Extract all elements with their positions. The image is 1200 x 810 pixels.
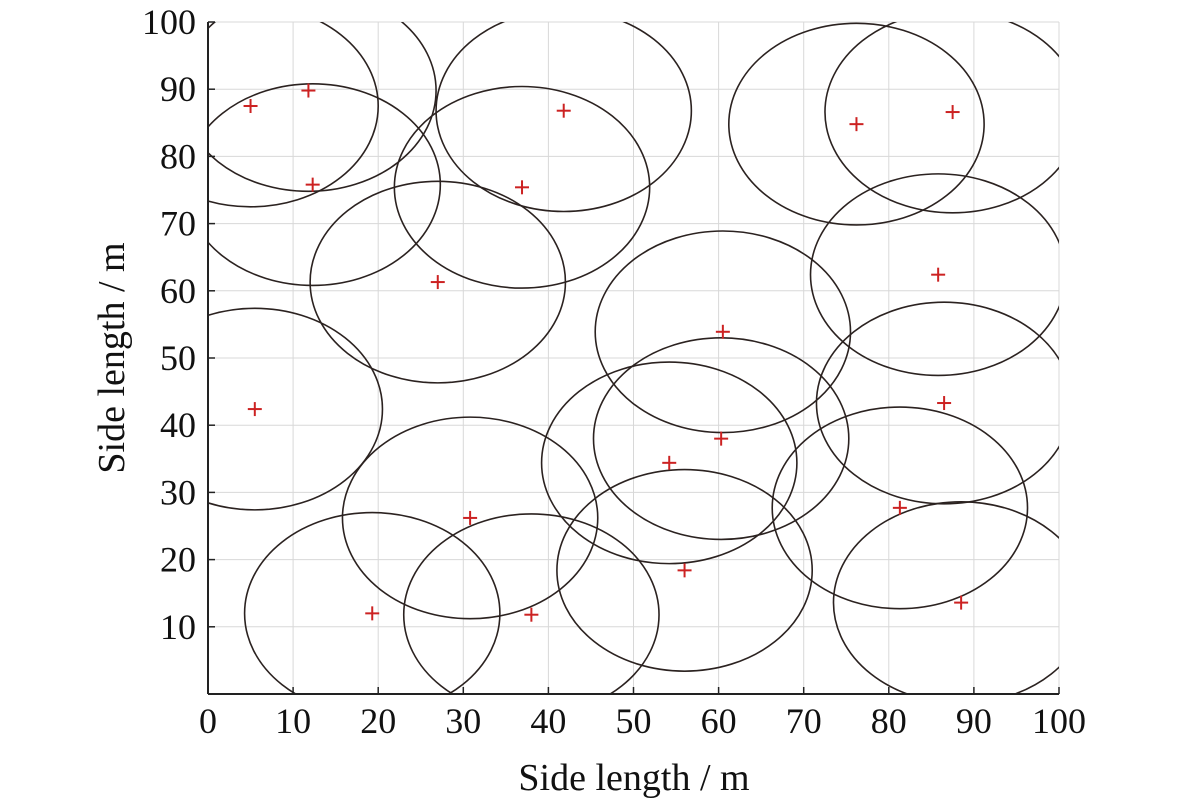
- node-marker-18: [524, 607, 539, 622]
- node-marker-0: [243, 99, 258, 113]
- y-tick-label-0: 10: [160, 607, 196, 647]
- node-marker-6: [945, 105, 960, 120]
- tick-labels: 0 10 20 30 40 50 60 70 80 90 100 10 20 30 40 50 60 70 80 90…: [142, 2, 1086, 741]
- node-marker-14: [463, 510, 478, 525]
- node-marker-11: [937, 396, 952, 411]
- x-tick-label-10: 100: [1032, 701, 1086, 741]
- coverage-circle-17: [243, 511, 501, 694]
- coverage-circle-13: [540, 361, 798, 565]
- node-marker-9: [715, 324, 730, 339]
- y-tick-label-6: 70: [160, 204, 196, 244]
- coverage-circle-16: [556, 468, 814, 672]
- node-marker-16: [677, 563, 692, 578]
- x-tick-label-3: 30: [445, 701, 481, 741]
- node-marker-7: [430, 275, 445, 290]
- x-tick-label-8: 80: [871, 701, 907, 741]
- coverage-circle-14: [341, 416, 599, 620]
- coverage-circle-1: [208, 22, 437, 193]
- node-marker-10: [247, 402, 262, 417]
- node-marker-3: [556, 103, 571, 118]
- axes: [207, 21, 1060, 695]
- coverage-circle-9: [594, 230, 852, 434]
- coverage-circle-2: [208, 83, 442, 287]
- x-axis-title: Side length / m: [518, 757, 749, 799]
- y-tick-label-2: 30: [160, 472, 196, 512]
- x-tick-label-7: 70: [786, 701, 822, 741]
- x-tick-label-1: 10: [275, 701, 311, 741]
- coverage-circle-12: [592, 337, 850, 541]
- grid: [208, 21, 1060, 694]
- coverage-circle-3: [435, 22, 693, 213]
- x-tick-label-0: 0: [199, 701, 217, 741]
- node-marker-17: [365, 606, 380, 621]
- coverage-circles: [208, 22, 1059, 694]
- node-markers: [243, 83, 969, 622]
- coverage-circle-0: [208, 22, 379, 208]
- y-tick-label-9: 100: [142, 2, 196, 42]
- coverage-circle-19: [832, 501, 1059, 694]
- y-tick-label-3: 40: [160, 405, 196, 445]
- coverage-circle-11: [815, 301, 1059, 505]
- x-tick-label-5: 50: [616, 701, 652, 741]
- coverage-circle-5: [728, 22, 985, 226]
- node-marker-12: [714, 431, 729, 446]
- coverage-circle-15: [771, 406, 1029, 610]
- y-tick-label-4: 50: [160, 338, 196, 378]
- x-tick-label-4: 40: [530, 701, 566, 741]
- node-marker-15: [892, 500, 907, 515]
- coverage-circle-8: [809, 173, 1059, 377]
- node-marker-2: [305, 177, 320, 192]
- x-tick-label-2: 20: [360, 701, 396, 741]
- y-tick-label-1: 20: [160, 540, 196, 580]
- x-tick-label-9: 90: [956, 701, 992, 741]
- node-marker-5: [849, 117, 864, 132]
- coverage-circle-18: [402, 513, 660, 694]
- node-marker-1: [301, 83, 316, 98]
- node-marker-13: [662, 455, 677, 470]
- coverage-circle-10: [208, 307, 384, 511]
- x-tick-label-6: 60: [701, 701, 737, 741]
- y-tick-label-7: 80: [160, 136, 196, 176]
- y-tick-label-8: 90: [160, 69, 196, 109]
- y-axis-title: Side length / m: [91, 242, 133, 473]
- node-marker-19: [954, 595, 969, 610]
- y-tick-label-5: 60: [160, 271, 196, 311]
- coverage-circle-7: [309, 180, 567, 384]
- node-marker-4: [515, 180, 530, 195]
- coverage-circle-6: [824, 22, 1059, 214]
- node-marker-8: [931, 267, 946, 282]
